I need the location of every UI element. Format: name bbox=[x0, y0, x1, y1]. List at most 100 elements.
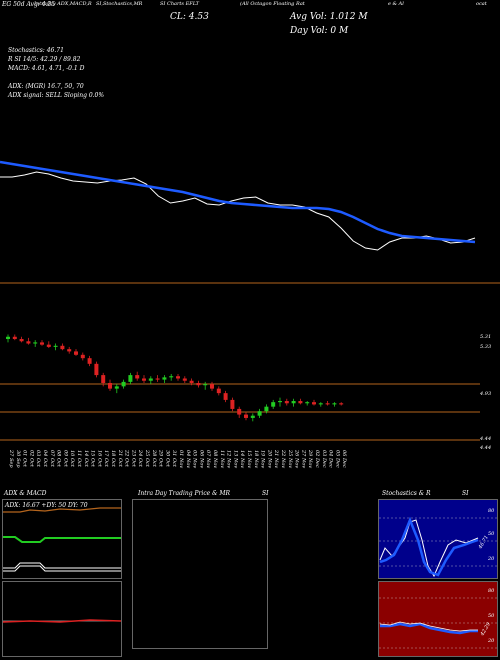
date-label: 26 Nov bbox=[294, 449, 300, 468]
date-label: 01 Nov bbox=[178, 450, 184, 468]
candle-body bbox=[182, 378, 187, 381]
stoch-tick-50: 50 bbox=[488, 531, 495, 537]
date-label: 04 Oct bbox=[42, 450, 48, 468]
candle-body bbox=[298, 401, 303, 404]
date-label: 11 Oct bbox=[76, 450, 82, 468]
date-label: 31 Oct bbox=[171, 450, 177, 468]
candle-body bbox=[318, 403, 323, 405]
price-label-low: 4.44 bbox=[480, 436, 492, 442]
date-label: 30 Oct bbox=[164, 450, 170, 468]
rsi-tick-80: 80 bbox=[488, 588, 495, 594]
candle-body bbox=[189, 380, 194, 383]
stoch-d-line bbox=[379, 516, 479, 577]
series-price-line bbox=[0, 171, 476, 251]
mrsi-line bbox=[379, 621, 478, 632]
date-label: 20 Nov bbox=[266, 449, 272, 468]
candle-body bbox=[196, 382, 201, 386]
macd-panel bbox=[2, 581, 122, 657]
rsi-tick-20: 20 bbox=[488, 638, 495, 644]
rsi-line bbox=[380, 622, 478, 635]
header-fund-name: (All Octagon Floating Rat bbox=[240, 1, 305, 7]
header-intraday: Intraday ADX,MACD,R bbox=[34, 1, 92, 7]
minus-di-line-2 bbox=[3, 565, 121, 572]
adx-panel-title: ADX & MACD bbox=[4, 490, 47, 497]
candle-body bbox=[121, 381, 126, 387]
candle-body bbox=[284, 401, 289, 404]
date-label: 27 Sep bbox=[8, 449, 14, 468]
date-label: 22 Oct bbox=[124, 449, 130, 468]
candle-body bbox=[278, 401, 282, 403]
candle-body bbox=[94, 363, 99, 376]
candle-body bbox=[142, 378, 146, 381]
date-label: 16 Oct bbox=[96, 450, 102, 468]
candle-body bbox=[223, 393, 228, 400]
date-label: 11 Nov bbox=[219, 450, 225, 468]
date-label: 05 Dec bbox=[334, 450, 340, 468]
price-label-mid: 4.93 bbox=[480, 391, 492, 397]
date-label: 27 Nov bbox=[300, 449, 306, 468]
candle-body bbox=[74, 351, 78, 355]
candle-body bbox=[67, 349, 72, 352]
date-label: 06 Nov bbox=[198, 450, 204, 468]
candle-body bbox=[271, 402, 276, 407]
stoch-panel-suffix: SI bbox=[462, 490, 469, 497]
minus-di-line bbox=[3, 562, 121, 569]
candle-body bbox=[332, 403, 337, 405]
adx-values: ADX: 16.67 +DY: 50 DY: 70 bbox=[5, 502, 88, 509]
day-volume: Day Vol: 0 M bbox=[290, 26, 349, 36]
adx-signal-line: ADX signal: SELL Sloping 0.0% bbox=[8, 92, 105, 99]
candle-body bbox=[339, 403, 344, 405]
date-label: 21 Nov bbox=[273, 449, 279, 468]
date-label: 02 Dec bbox=[314, 450, 320, 468]
candle-body bbox=[291, 401, 296, 404]
candle-body bbox=[264, 406, 269, 412]
candle-body bbox=[312, 402, 316, 405]
price-label-second: 5.33 bbox=[480, 344, 492, 350]
candle-body bbox=[162, 377, 167, 380]
candle-body bbox=[210, 384, 214, 389]
candle-body bbox=[114, 386, 119, 389]
mrsi-panel-suffix: SI bbox=[262, 490, 269, 497]
stoch-tick-80: 80 bbox=[488, 508, 495, 514]
date-label: 21 Oct bbox=[117, 449, 123, 468]
stoch-k-line bbox=[379, 519, 479, 578]
date-label: 14 Oct bbox=[83, 450, 89, 468]
candle-body bbox=[230, 399, 235, 409]
date-label: 29 Oct bbox=[158, 449, 164, 468]
candle-body bbox=[135, 375, 140, 379]
candle-body bbox=[169, 376, 174, 378]
header-fund-name-2: e & Al bbox=[388, 1, 404, 7]
candle-body bbox=[46, 344, 51, 347]
candle-body bbox=[257, 411, 262, 416]
plus-di-line bbox=[3, 536, 121, 543]
candle-body bbox=[325, 403, 330, 405]
date-label: 10 Oct bbox=[69, 450, 75, 468]
date-label: 08 Nov bbox=[212, 450, 218, 468]
candle-body bbox=[244, 414, 248, 418]
date-label: 18 Nov bbox=[253, 450, 259, 468]
date-label: 06 Dec bbox=[341, 450, 347, 468]
date-label: 07 Oct bbox=[49, 450, 55, 468]
macd-line: MACD: 4.61, 4.71, -0.1 D bbox=[8, 65, 85, 72]
candle-body bbox=[148, 378, 153, 381]
candle-body bbox=[128, 375, 133, 382]
header-avg: EG 50d Avg: 4.25 bbox=[2, 1, 56, 8]
mrsi-panel-title: Intra Day Trading Price & MR bbox=[138, 490, 231, 497]
close-price: CL: 4.53 bbox=[170, 12, 209, 22]
date-label: 02 Oct bbox=[28, 450, 34, 468]
date-label: 13 Nov bbox=[232, 450, 238, 468]
date-label: 04 Nov bbox=[185, 450, 191, 468]
stoch-panel-title: Stochastics & R bbox=[382, 490, 431, 497]
candle-body bbox=[101, 375, 106, 383]
header-si-charts: SI Charts EFLT bbox=[160, 1, 199, 7]
date-label: 01 Oct bbox=[22, 450, 28, 468]
rsi-value-label: 42.29 bbox=[479, 621, 492, 638]
date-label: 19 Nov bbox=[260, 450, 266, 468]
candle-body bbox=[19, 339, 24, 342]
date-label: 15 Nov bbox=[246, 450, 252, 468]
stoch-value-label: 46.71 bbox=[477, 535, 490, 551]
stoch-line: Stochastics: 46.71 bbox=[8, 47, 64, 54]
adx-line: ADX: (MGR) 16.7, 50, 70 bbox=[8, 83, 84, 90]
price-label-low-2: 4.44 bbox=[480, 445, 492, 451]
